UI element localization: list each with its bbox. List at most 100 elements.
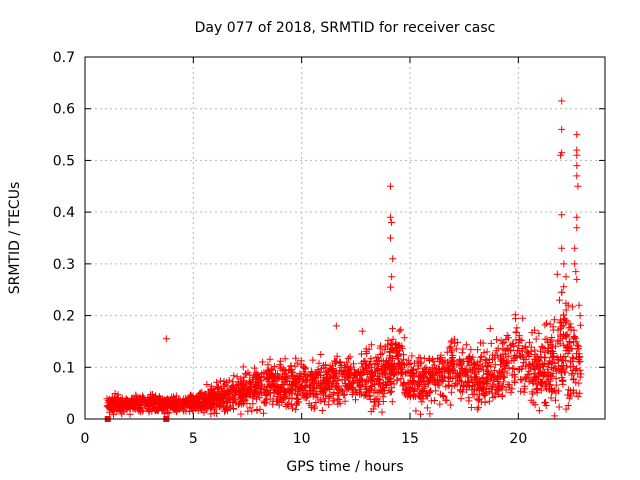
data-point (555, 403, 563, 411)
data-point (558, 97, 566, 105)
data-point (367, 408, 375, 415)
data-point (525, 367, 533, 375)
data-point (417, 410, 424, 418)
data-point (414, 365, 422, 373)
data-point (545, 381, 553, 389)
data-point (573, 224, 581, 232)
data-point (325, 401, 333, 409)
data-point (292, 395, 300, 403)
data-point (566, 320, 574, 328)
data-point (126, 410, 134, 418)
data-point (541, 321, 549, 329)
data-point (276, 361, 284, 369)
data-point (405, 391, 413, 399)
data-point (395, 327, 403, 335)
data-point (399, 370, 407, 378)
y-tick-label: 0.3 (53, 257, 75, 273)
data-point (325, 394, 333, 402)
data-point (340, 391, 348, 399)
data-point (315, 359, 323, 367)
data-point (230, 372, 238, 380)
data-point (558, 125, 566, 133)
data-point (408, 352, 416, 360)
data-point (444, 373, 452, 381)
data-point (395, 343, 403, 351)
data-point (111, 390, 119, 397)
data-point (494, 390, 502, 398)
data-point (213, 384, 221, 392)
data-point (458, 349, 466, 357)
data-point (520, 353, 528, 361)
data-point (437, 390, 444, 398)
data-point (414, 385, 422, 393)
data-point (310, 390, 318, 397)
data-point (302, 383, 310, 391)
data-point (443, 348, 451, 356)
data-point (309, 356, 317, 364)
data-point (537, 386, 545, 394)
data-point (301, 365, 309, 373)
data-point (343, 383, 351, 391)
data-point (404, 356, 412, 364)
data-point (253, 406, 261, 413)
data-point (503, 358, 511, 366)
data-point (473, 405, 481, 413)
data-point (529, 399, 537, 407)
data-point (445, 365, 452, 373)
data-point (289, 404, 296, 412)
data-point (565, 394, 573, 402)
data-point (520, 388, 528, 396)
data-point (533, 385, 541, 393)
data-point (310, 384, 318, 392)
data-point (260, 383, 268, 391)
x-tick-label: 0 (81, 431, 90, 447)
data-point (526, 364, 534, 372)
data-point (387, 283, 394, 291)
data-point (576, 312, 584, 320)
data-point (310, 383, 318, 391)
data-point (284, 402, 292, 410)
data-point (518, 376, 526, 384)
data-point (312, 399, 320, 406)
data-point (379, 398, 387, 405)
data-point (573, 350, 580, 358)
data-point (373, 357, 381, 365)
data-point (527, 343, 535, 351)
data-point (504, 352, 512, 360)
data-point (508, 385, 516, 393)
data-point (526, 360, 534, 368)
data-point (524, 349, 532, 357)
data-point (545, 360, 553, 368)
data-point (519, 345, 527, 352)
data-point (448, 362, 456, 370)
data-point (384, 341, 392, 349)
data-point (467, 404, 475, 411)
data-point (491, 389, 499, 397)
data-point (351, 386, 359, 394)
data-point (308, 404, 315, 412)
data-point (481, 398, 489, 406)
data-point (357, 371, 365, 379)
data-point (259, 358, 267, 366)
data-point (358, 350, 365, 358)
data-point (535, 369, 542, 377)
data-point (573, 151, 581, 159)
data-point (447, 388, 455, 396)
data-point (564, 343, 572, 350)
data-point (571, 260, 579, 268)
data-point (572, 389, 580, 397)
y-tick-label: 0.2 (53, 309, 75, 325)
data-point (512, 328, 520, 336)
data-point (333, 352, 341, 360)
data-point (313, 391, 321, 399)
data-point (379, 383, 387, 391)
data-point (246, 371, 254, 379)
data-point (233, 373, 241, 381)
y-tick-label: 0.5 (53, 153, 75, 169)
data-point (213, 378, 221, 386)
data-point (266, 371, 274, 379)
data-point (226, 402, 234, 410)
data-point (559, 321, 567, 329)
data-point (387, 365, 395, 373)
x-tick-label: 10 (293, 431, 311, 447)
